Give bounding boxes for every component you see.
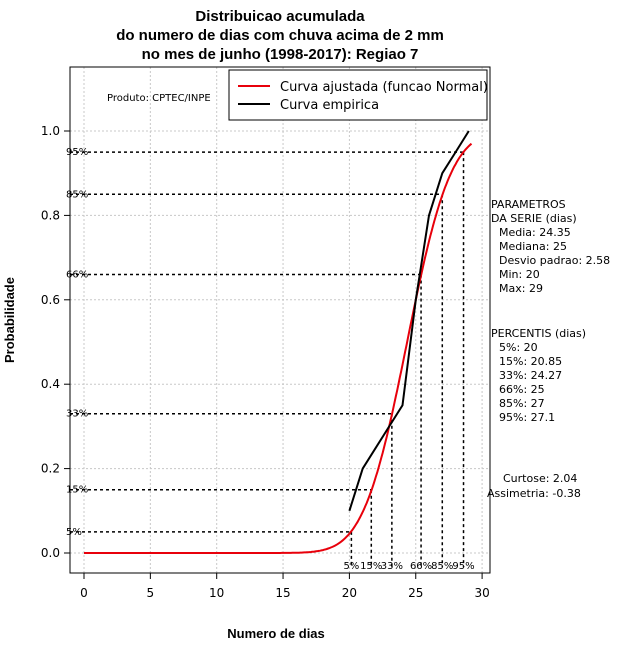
percentile-x-label-85%: 85% [431, 561, 453, 572]
percentile-y-label-85%: 85% [66, 189, 88, 200]
percentile-x-label-15%: 15% [360, 561, 382, 572]
x-axis-label: Numero de dias [227, 626, 325, 641]
percentil-85: 85%: 27 [499, 397, 545, 410]
percentile-x-label-33%: 33% [381, 561, 403, 572]
percentil-33: 33%: 24.27 [499, 369, 562, 382]
param-min: Min: 20 [499, 268, 540, 281]
x-tick-label-20: 20 [342, 586, 357, 600]
percentile-y-label-15%: 15% [66, 485, 88, 496]
x-tick-label-5: 5 [147, 586, 155, 600]
percentil-95: 95%: 27.1 [499, 411, 555, 424]
percentile-x-label-95%: 95% [452, 561, 474, 572]
fitted-normal-curve [84, 142, 473, 554]
y-axis-label: Probabilidade [2, 277, 17, 363]
y-tick-label-2: 0.4 [41, 377, 60, 391]
percentile-y-label-33%: 33% [66, 409, 88, 420]
percentil-15: 15%: 20.85 [499, 355, 562, 368]
percentile-y-label-5%: 5% [66, 527, 82, 538]
axes: 0 5 10 15 20 25 30 0.0 0.2 0.4 0.6 0.8 1.0 [41, 124, 490, 600]
x-tick-label-10: 10 [209, 586, 224, 600]
grid [70, 67, 490, 573]
y-tick-label-5: 1.0 [41, 124, 60, 138]
params-heading-2: DA SERIE (dias) [491, 212, 577, 225]
y-tick-label-4: 0.8 [41, 208, 60, 222]
param-desvio: Desvio padrao: 2.58 [499, 254, 610, 267]
y-tick-label-0: 0.0 [41, 546, 60, 560]
side-panel: PARAMETROS DA SERIE (dias) Media: 24.35 … [487, 198, 610, 500]
percentis-heading: PERCENTIS (dias) [491, 327, 586, 340]
y-tick-label-3: 0.6 [41, 293, 60, 307]
percentil-5: 5%: 20 [499, 341, 538, 354]
legend: Curva ajustada (funcao Normal) Curva emp… [228, 69, 488, 121]
param-mediana: Mediana: 25 [499, 240, 567, 253]
assimetria: Assimetria: -0.38 [487, 487, 581, 500]
percentile-y-label-95%: 95% [66, 147, 88, 158]
legend-box [228, 69, 488, 121]
percentil-66: 66%: 25 [499, 383, 545, 396]
y-tick-label-1: 0.2 [41, 462, 60, 476]
x-tick-label-30: 30 [474, 586, 489, 600]
empirical-curve-0 [348, 130, 470, 512]
param-max: Max: 29 [499, 282, 543, 295]
param-media: Media: 24.35 [499, 226, 571, 239]
percentile-x-label-5%: 5% [343, 561, 359, 572]
series-layer [84, 130, 473, 554]
product-label: Produto: CPTEC/INPE [107, 93, 211, 104]
chart-title-line-3: no mes de junho (1998-2017): Regiao 7 [142, 46, 419, 63]
percentile-y-label-66%: 66% [66, 269, 88, 280]
params-heading-1: PARAMETROS [491, 198, 566, 211]
percentile-x-label-66%: 66% [410, 561, 432, 572]
legend-label-empirical: Curva empirica [280, 98, 379, 113]
x-tick-label-0: 0 [80, 586, 88, 600]
curtose: Curtose: 2.04 [503, 472, 577, 485]
plot-area-border [69, 66, 491, 574]
chart-title-line-2: do numero de dias com chuva acima de 2 m… [116, 27, 444, 44]
percentile-reference-lines: 5%5%15%15%33%33%66%66%85%85%95%95% [66, 147, 475, 572]
chart-title: Distribuicao acumulada do numero de dias… [116, 8, 444, 63]
x-tick-label-15: 15 [275, 586, 290, 600]
legend-label-fitted: Curva ajustada (funcao Normal) [280, 80, 488, 95]
chart-title-line-1: Distribuicao acumulada [195, 8, 365, 25]
x-tick-label-25: 25 [408, 586, 423, 600]
